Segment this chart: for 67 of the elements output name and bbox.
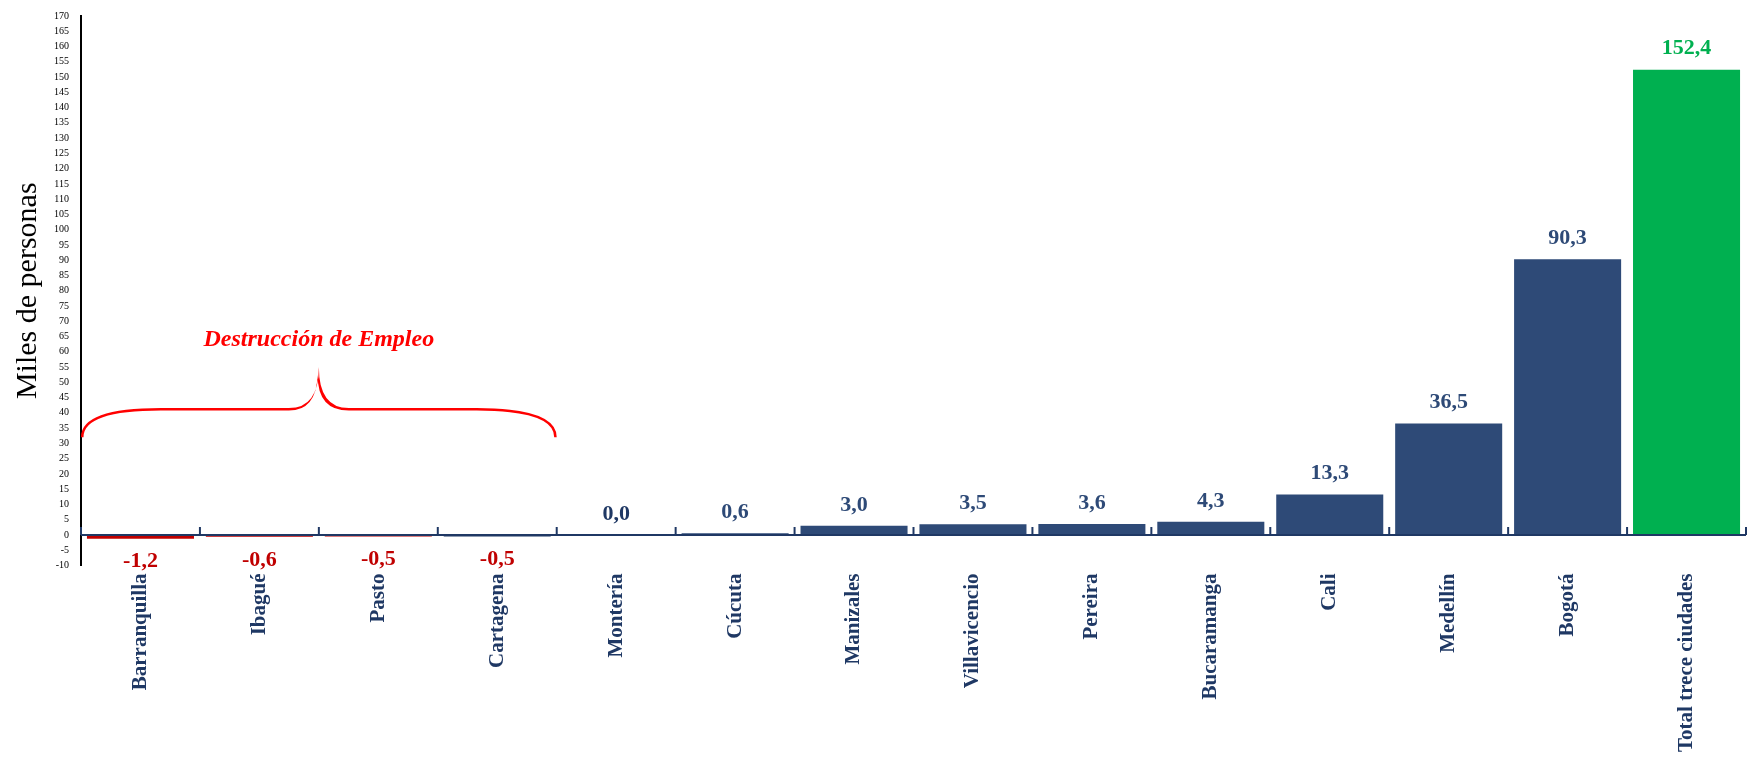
- y-tick-label: 125: [54, 147, 69, 158]
- x-tick-label: Bogotá: [1554, 573, 1579, 637]
- y-tick-label: 70: [59, 314, 69, 326]
- data-label: 3,0: [840, 490, 868, 516]
- y-tick-label: 110: [54, 192, 69, 204]
- data-label: 3,6: [1078, 488, 1106, 514]
- x-tick-label: Medellín: [1435, 573, 1460, 653]
- y-tick-label: 140: [54, 101, 69, 113]
- data-label: 13,3: [1310, 459, 1349, 485]
- x-tick-label: Total trece ciudades: [1672, 573, 1697, 753]
- annotation: Destrucción de Empleo: [202, 325, 435, 352]
- y-tick-label: 60: [59, 345, 69, 357]
- data-label: -0,6: [241, 545, 277, 571]
- x-tick-label: Montería: [602, 573, 627, 658]
- data-label: 0,6: [721, 497, 749, 523]
- y-tick-label: 20: [59, 467, 69, 479]
- y-tick-label: 15: [59, 482, 69, 494]
- y-tick-label: 150: [54, 70, 69, 82]
- data-label: 4,3: [1197, 486, 1225, 512]
- y-tick-label: 45: [59, 391, 69, 403]
- x-tick-label: Cúcuta: [721, 573, 746, 639]
- x-tick-label: Manizales: [840, 573, 865, 665]
- y-tick-label: 170: [54, 9, 69, 21]
- y-tick-label: 105: [54, 208, 69, 220]
- x-tick-label: Cartagena: [483, 573, 508, 668]
- y-tick-label: 85: [59, 269, 69, 281]
- y-tick-label: 100: [54, 223, 69, 235]
- y-tick-label: 50: [59, 375, 69, 387]
- y-tick-label: 120: [54, 162, 69, 174]
- y-tick-label: -10: [55, 559, 69, 571]
- y-tick-label: 40: [59, 406, 69, 418]
- y-tick-label: 35: [59, 421, 69, 433]
- x-tick-label: Pasto: [364, 573, 389, 623]
- y-tick-label: 55: [59, 360, 69, 372]
- y-tick-label: 65: [59, 330, 69, 342]
- y-tick-label: 5: [64, 513, 69, 525]
- x-tick-label: Cali: [1316, 573, 1341, 611]
- y-tick-label: 145: [54, 85, 69, 97]
- data-label: 0,0: [602, 499, 630, 525]
- y-axis-title: Miles de personas: [8, 182, 42, 400]
- y-tick-label: 90: [59, 253, 69, 265]
- y-tick-label: 165: [54, 24, 69, 36]
- data-label: 36,5: [1429, 388, 1468, 414]
- y-tick-label: 135: [54, 116, 69, 128]
- x-tick-label: Barranquilla: [126, 573, 151, 691]
- y-tick-label: 75: [59, 299, 69, 311]
- y-tick-label: 80: [59, 284, 69, 296]
- y-tick-label: 130: [54, 131, 69, 143]
- data-label: 3,5: [959, 488, 987, 514]
- data-label: -0,5: [479, 545, 515, 571]
- x-tick-label: Pereira: [1078, 573, 1103, 640]
- y-tick-label: -5: [60, 543, 69, 555]
- x-tick-label: Ibagué: [245, 573, 270, 636]
- y-tick-label: 30: [59, 437, 69, 449]
- data-label: 90,3: [1548, 224, 1587, 249]
- y-tick-label: 10: [59, 498, 69, 510]
- y-tick-label: 0: [64, 528, 69, 540]
- y-tick-label: 95: [59, 238, 69, 250]
- data-label: 152,4: [1661, 34, 1712, 60]
- x-tick-label: Bucaramanga: [1197, 573, 1222, 700]
- data-label: -1,2: [123, 547, 158, 573]
- y-tick-label: 115: [54, 177, 69, 189]
- y-tick-label: 155: [54, 55, 69, 67]
- y-tick-label: 25: [59, 452, 69, 464]
- y-tick-label: 160: [54, 40, 69, 52]
- data-label: -0,5: [360, 545, 396, 571]
- x-tick-label: Villavicencio: [959, 573, 984, 689]
